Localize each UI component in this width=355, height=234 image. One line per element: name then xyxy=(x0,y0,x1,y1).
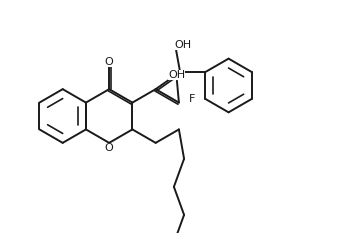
Text: OH: OH xyxy=(168,70,185,80)
Text: O: O xyxy=(105,57,114,67)
Text: F: F xyxy=(189,94,196,104)
Text: O: O xyxy=(104,143,113,153)
Text: OH: OH xyxy=(175,40,192,50)
